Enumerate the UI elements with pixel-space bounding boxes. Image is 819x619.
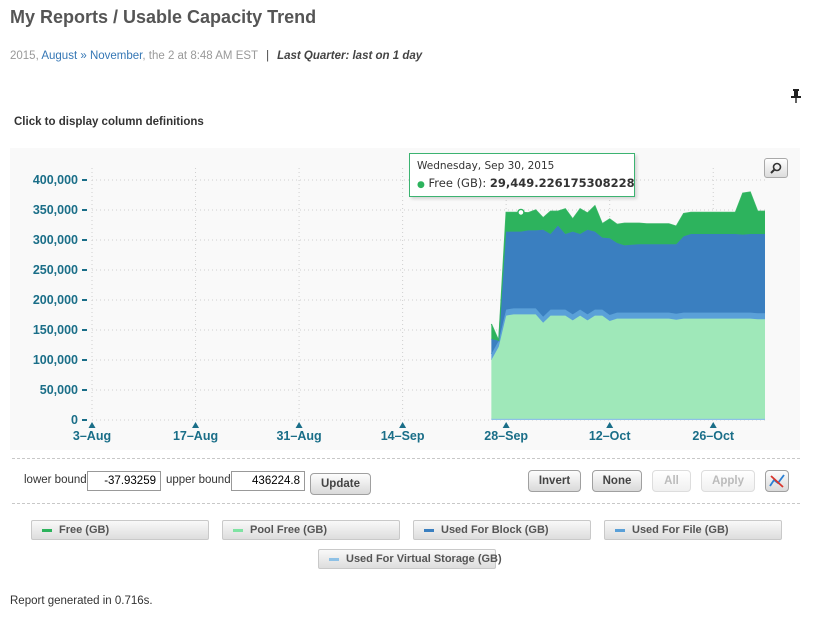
tooltip-dot-icon: ● bbox=[417, 180, 425, 190]
column-definitions-link[interactable]: Click to display column definitions bbox=[14, 116, 204, 128]
chart-axes: 0 50,000 100,000 150,000 200,000 250,000 300,0… bbox=[33, 173, 735, 443]
legend-item-pool-free[interactable]: Pool Free (GB) bbox=[222, 520, 400, 540]
legend-swatch bbox=[233, 528, 243, 532]
area-free-gb bbox=[491, 192, 765, 341]
area-pool-free-gb bbox=[491, 314, 765, 419]
legend-swatch bbox=[424, 528, 434, 532]
page-title: My Reports / Usable Capacity Trend bbox=[10, 7, 317, 27]
x-tick-mark bbox=[606, 422, 614, 428]
y-tick-label: 250,000 bbox=[33, 263, 78, 277]
zoom-icon bbox=[770, 162, 782, 174]
meta-arrow: » bbox=[77, 50, 90, 62]
legend-label: Free (GB) bbox=[59, 524, 110, 536]
area-used-for-file-gb bbox=[491, 308, 765, 360]
y-tick-label: 200,000 bbox=[33, 293, 78, 307]
chart-settings-button[interactable] bbox=[765, 470, 789, 492]
x-tick-mark bbox=[88, 422, 96, 428]
divider-bottom bbox=[12, 503, 800, 504]
legend-swatch bbox=[615, 528, 625, 532]
x-tick-mark bbox=[399, 422, 407, 428]
upper-bound-input[interactable] bbox=[231, 471, 305, 491]
x-tick-label: 26–Oct bbox=[692, 429, 735, 443]
meta-prefix: 2015, bbox=[10, 50, 42, 62]
report-meta: 2015, August » November, the 2 at 8:48 A… bbox=[10, 50, 422, 62]
y-tick-label: 0 bbox=[71, 413, 78, 427]
update-button[interactable]: Update bbox=[310, 473, 371, 495]
y-tick-label: 100,000 bbox=[33, 353, 78, 367]
meta-separator: | bbox=[266, 50, 270, 62]
lower-bound-label: lower bound: bbox=[24, 474, 90, 486]
month-from-link[interactable]: August bbox=[41, 50, 78, 62]
y-tick-label: 300,000 bbox=[33, 233, 78, 247]
tooltip-value-line: ● Free (GB): 29,449.226175308228 bbox=[417, 176, 635, 190]
x-tick-mark bbox=[192, 422, 200, 428]
chart-settings-icon bbox=[769, 474, 785, 488]
hover-point bbox=[517, 208, 525, 217]
legend-item-used-block[interactable]: Used For Block (GB) bbox=[413, 520, 591, 540]
x-tick-label: 31–Aug bbox=[276, 429, 321, 443]
chart-hover-markers bbox=[517, 208, 525, 217]
line-free-gb bbox=[490, 191, 765, 342]
area-used-for-block-gb bbox=[491, 225, 765, 354]
legend-label: Used For Virtual Storage (GB) bbox=[346, 553, 502, 565]
x-tick-mark bbox=[709, 422, 717, 428]
meta-suffix: , the 2 at 8:48 AM EST bbox=[142, 50, 259, 62]
chart-tooltip: Wednesday, Sep 30, 2015 ● Free (GB): 29,… bbox=[409, 153, 635, 197]
tooltip-date: Wednesday, Sep 30, 2015 bbox=[417, 160, 555, 172]
y-tick-label: 350,000 bbox=[33, 203, 78, 217]
x-tick-label: 14–Sep bbox=[381, 429, 425, 443]
x-tick-mark bbox=[295, 422, 303, 428]
tooltip-series-label: Free (GB): bbox=[428, 176, 490, 190]
tooltip-value: 29,449.226175308228 bbox=[489, 176, 635, 190]
apply-button[interactable]: Apply bbox=[701, 470, 755, 492]
y-tick-label: 150,000 bbox=[33, 323, 78, 337]
x-tick-mark bbox=[502, 422, 510, 428]
y-tick-label: 400,000 bbox=[33, 173, 78, 187]
y-tick-label: 50,000 bbox=[40, 383, 78, 397]
invert-button[interactable]: Invert bbox=[528, 470, 581, 492]
month-to-link[interactable]: November bbox=[89, 50, 143, 62]
legend-swatch bbox=[42, 528, 52, 532]
upper-bound-label: upper bound: bbox=[166, 474, 234, 486]
zoom-button[interactable] bbox=[764, 158, 788, 178]
legend-label: Used For Block (GB) bbox=[441, 524, 549, 536]
legend-item-free[interactable]: Free (GB) bbox=[31, 520, 209, 540]
quarter-label: Last Quarter: last on 1 day bbox=[277, 50, 423, 62]
legend-item-used-file[interactable]: Used For File (GB) bbox=[604, 520, 782, 540]
x-tick-label: 12–Oct bbox=[589, 429, 632, 443]
x-tick-label: 17–Aug bbox=[173, 429, 218, 443]
legend-label: Pool Free (GB) bbox=[250, 524, 328, 536]
chart-areas bbox=[490, 191, 765, 420]
capacity-trend-chart[interactable]: 0 50,000 100,000 150,000 200,000 250,000 300,0… bbox=[10, 148, 800, 450]
none-button[interactable]: None bbox=[592, 470, 642, 492]
all-button[interactable]: All bbox=[652, 470, 691, 492]
report-footer: Report generated in 0.716s. bbox=[10, 595, 153, 607]
lower-bound-input[interactable] bbox=[87, 471, 161, 491]
x-tick-label: 28–Sep bbox=[484, 429, 528, 443]
legend-label: Used For File (GB) bbox=[632, 524, 729, 536]
legend-swatch bbox=[329, 557, 339, 561]
legend-item-used-virtual[interactable]: Used For Virtual Storage (GB) bbox=[318, 549, 502, 569]
x-tick-label: 3–Aug bbox=[73, 429, 111, 443]
divider-top bbox=[12, 458, 800, 459]
chart-area: 0 50,000 100,000 150,000 200,000 250,000 300,0… bbox=[10, 148, 800, 450]
pin-icon[interactable] bbox=[789, 88, 803, 104]
